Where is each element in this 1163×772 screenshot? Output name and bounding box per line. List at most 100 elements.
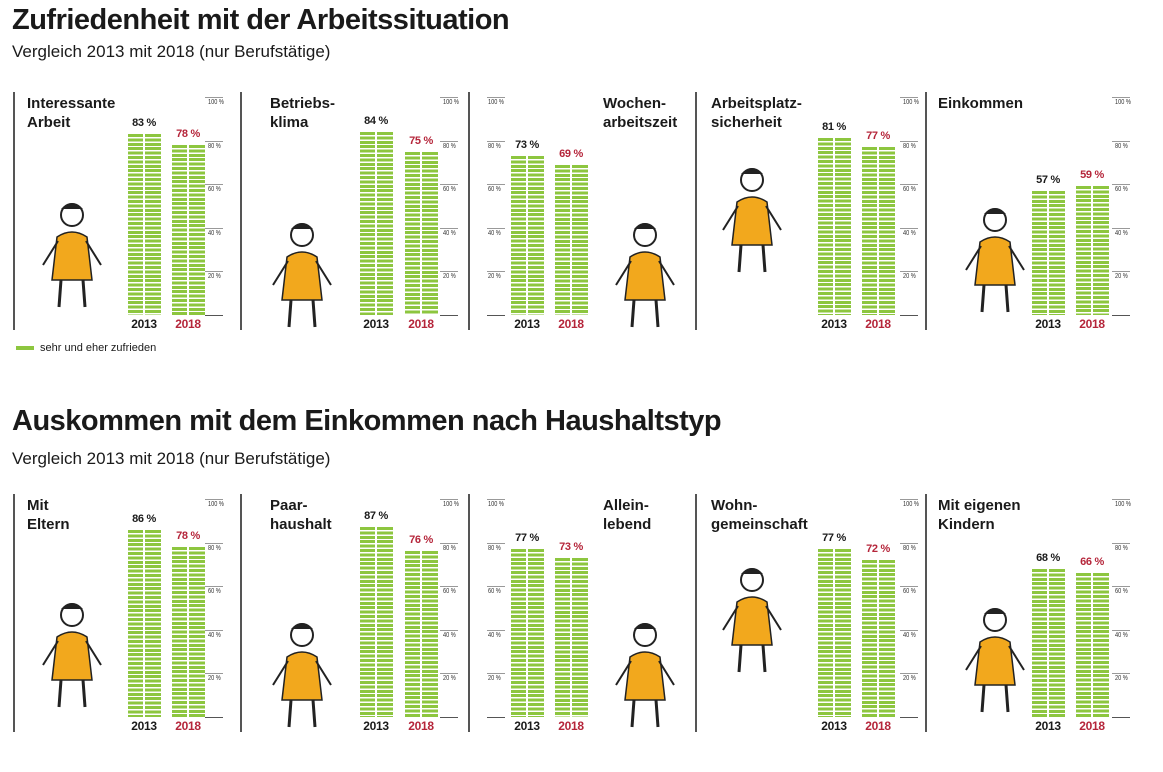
woman-holding-card-illustration (965, 208, 1025, 313)
axis-tick (1112, 499, 1130, 500)
axis-tick (1112, 315, 1130, 316)
panel-divider (468, 92, 470, 330)
axis-tick (487, 140, 505, 142)
family-faces-illustration (42, 603, 102, 708)
value-label: 73 % (559, 540, 583, 553)
panel-title: Interessante Arbeit (27, 95, 116, 131)
bar-2013 (128, 134, 161, 315)
axis-tick-label: 40 % (903, 229, 916, 237)
axis-tick-label: 40 % (208, 631, 221, 639)
axis-tick-label: 40 % (208, 229, 221, 237)
ladder-telescope-illustration (722, 168, 782, 273)
axis-tick-label: 100 % (443, 501, 459, 508)
legend: sehr und eher zufrieden (16, 342, 156, 354)
axis-tick-label: 100 % (443, 99, 459, 106)
axis-tick (487, 629, 505, 631)
axis-tick (487, 542, 505, 544)
bar-2018 (172, 144, 205, 316)
value-label: 83 % (132, 117, 156, 130)
year-label: 2018 (865, 317, 891, 331)
axis-tick-label: 40 % (443, 229, 456, 237)
axis-tick-label: 80 % (903, 142, 916, 150)
axis-tick-label: 100 % (488, 99, 504, 106)
panel-divider (240, 494, 242, 732)
value-label: 86 % (132, 512, 156, 525)
axis-tick (440, 97, 458, 98)
axis-tick-label: 80 % (1115, 544, 1128, 552)
value-label: 73 % (515, 138, 539, 151)
axis-tick (205, 184, 223, 186)
panel-title: Betriebs- klima (270, 95, 336, 131)
value-label: 59 % (1080, 169, 1104, 182)
value-label: 68 % (1036, 551, 1060, 564)
axis-tick (1112, 542, 1130, 544)
axis-tick (440, 271, 458, 273)
bar-2013 (128, 529, 161, 718)
year-label: 2018 (1079, 317, 1105, 331)
axis-tick (205, 97, 223, 98)
bar-2013 (1032, 190, 1065, 316)
panel-divider (695, 494, 697, 732)
axis-tick-label: 40 % (488, 229, 501, 237)
year-label: 2013 (131, 719, 157, 733)
axis-tick-label: 60 % (903, 186, 916, 194)
video-call-team-illustration (272, 223, 332, 328)
bar-2013 (511, 155, 544, 316)
value-label: 77 % (515, 532, 539, 545)
axis-tick-label: 60 % (1115, 186, 1128, 194)
axis-tick-label: 20 % (1115, 273, 1128, 281)
panel-title: Allein- lebend (603, 497, 652, 533)
axis-tick-label: 80 % (208, 142, 221, 150)
axis-tick (440, 629, 458, 631)
panel-title: Mit Eltern (27, 497, 70, 533)
axis-tick (1112, 140, 1130, 142)
axis-tick (487, 673, 505, 675)
axis-tick-label: 40 % (443, 631, 456, 639)
value-label: 57 % (1036, 173, 1060, 186)
axis-tick (487, 97, 505, 98)
value-label: 66 % (1080, 556, 1104, 569)
legend-label: sehr und eher zufrieden (40, 342, 157, 354)
axis-tick-label: 80 % (488, 142, 501, 150)
panel-divider (13, 494, 15, 732)
year-label: 2013 (514, 719, 540, 733)
axis-tick (487, 717, 505, 718)
axis-tick (1112, 227, 1130, 229)
axis-tick (900, 97, 918, 98)
bar-2013 (1032, 568, 1065, 718)
chart-2-subtitle: Vergleich 2013 mit 2018 (nur Berufstätig… (12, 449, 331, 468)
axis-tick (205, 586, 223, 588)
axis-tick (900, 673, 918, 675)
axis-tick-label: 100 % (903, 99, 919, 106)
year-label: 2018 (1079, 719, 1105, 733)
axis-tick-label: 100 % (208, 99, 224, 106)
axis-tick (900, 586, 918, 588)
axis-tick-label: 60 % (903, 588, 916, 596)
axis-tick (205, 271, 223, 273)
axis-tick (1112, 586, 1130, 588)
bar-2018 (172, 546, 205, 718)
axis-tick-label: 20 % (903, 273, 916, 281)
axis-tick (487, 271, 505, 273)
axis-tick (205, 717, 223, 718)
axis-tick (900, 499, 918, 500)
value-label: 77 % (866, 130, 890, 143)
panel-title: Arbeitsplatz- sicherheit (711, 95, 802, 131)
axis-tick (440, 586, 458, 588)
axis-tick-label: 80 % (903, 544, 916, 552)
bar-2013 (818, 549, 851, 717)
year-label: 2018 (558, 317, 584, 331)
axis-tick (440, 673, 458, 675)
axis-tick-label: 20 % (208, 273, 221, 281)
axis-tick-label: 100 % (1115, 501, 1131, 508)
axis-tick (205, 673, 223, 675)
axis-tick-label: 20 % (1115, 675, 1128, 683)
axis-tick-label: 80 % (443, 544, 456, 552)
year-label: 2018 (865, 719, 891, 733)
panel-title: Wohn- gemeinschaft (711, 497, 808, 533)
axis-tick (440, 140, 458, 142)
panel-divider (240, 92, 242, 330)
axis-tick (900, 629, 918, 631)
axis-tick (900, 140, 918, 142)
axis-tick (205, 315, 223, 316)
